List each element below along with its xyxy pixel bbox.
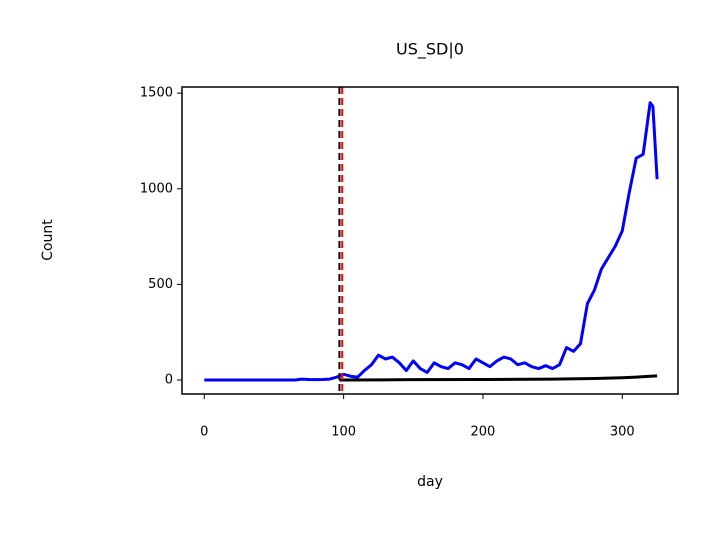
series-line <box>339 374 658 382</box>
x-axis-label: day <box>417 474 443 490</box>
y-axis-label: Count <box>40 219 56 261</box>
x-tick-label: 300 <box>610 425 635 440</box>
x-tick-label: 0 <box>200 425 208 440</box>
y-tick-label: 1000 <box>140 181 173 196</box>
y-tick-label: 500 <box>148 277 173 292</box>
y-tick-label: 1500 <box>140 86 173 101</box>
x-tick-label: 200 <box>471 425 496 440</box>
chart-title: US_SD|0 <box>396 40 464 60</box>
x-tick-label: 100 <box>331 425 356 440</box>
plot-frame <box>181 86 679 395</box>
y-tick-label: 0 <box>165 373 173 388</box>
series-line <box>204 101 659 382</box>
